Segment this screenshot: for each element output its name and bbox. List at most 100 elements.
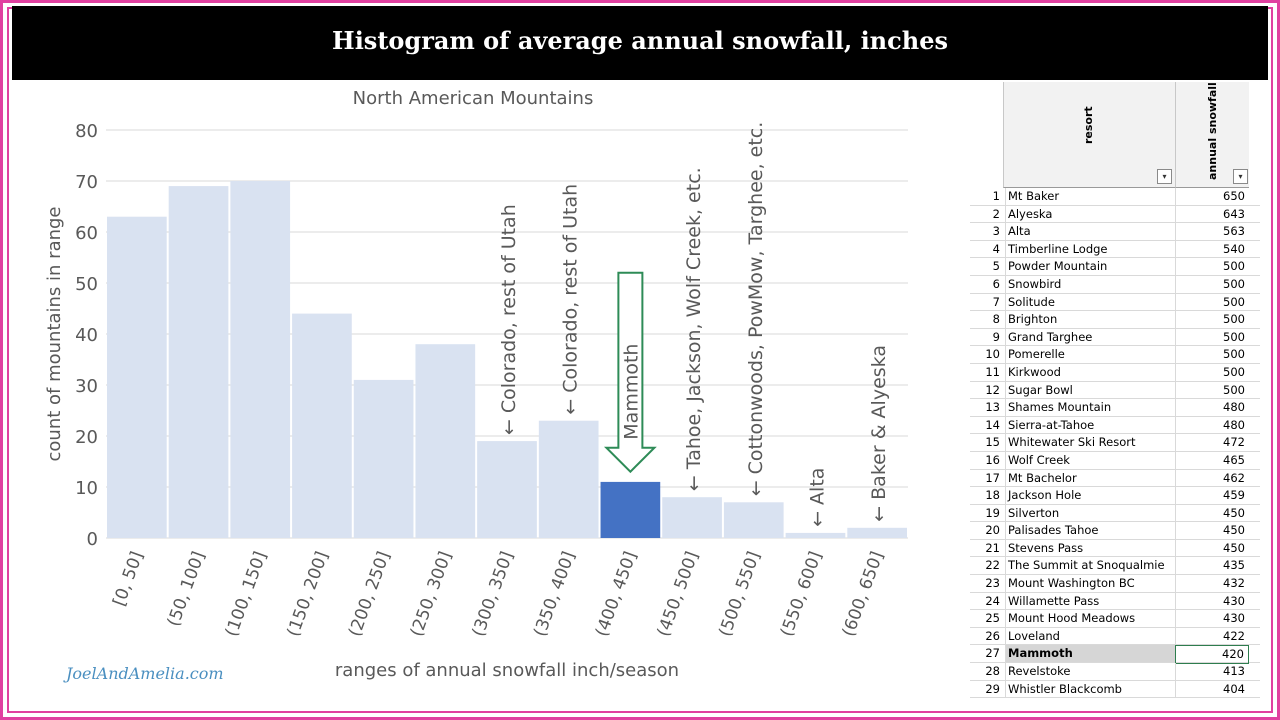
table-row[interactable]: 16 Wolf Creek 465 [970,451,1260,470]
snowfall-cell[interactable]: 650 [1175,188,1249,205]
table-row[interactable]: 2 Alyeska 643 [970,205,1260,224]
row-number: 11 [985,364,1000,379]
resort-cell[interactable]: Mt Baker [1005,188,1175,205]
snowfall-cell[interactable]: 480 [1175,399,1249,417]
table-row[interactable]: 24 Willamette Pass 430 [970,592,1260,611]
resort-cell[interactable]: Palisades Tahoe [1005,522,1175,540]
snowfall-cell[interactable]: 430 [1175,592,1249,610]
table-row[interactable]: 17 Mt Bachelor 462 [970,469,1260,488]
snowfall-cell[interactable]: 500 [1175,381,1249,399]
snowfall-cell[interactable]: 480 [1175,416,1249,434]
table-row[interactable]: 28 Revelstoke 413 [970,663,1260,681]
table-row[interactable]: 4 Timberline Lodge 540 [970,240,1260,259]
histogram-bar [847,527,907,538]
resort-cell[interactable]: Alta [1005,223,1175,241]
resort-cell[interactable]: Kirkwood [1005,363,1175,381]
table-row[interactable]: 20 Palisades Tahoe 450 [970,522,1260,540]
table-row[interactable]: 14 Sierra-at-Tahoe 480 [970,416,1260,435]
snowfall-filter-button[interactable]: ▾ [1233,169,1248,184]
table-row[interactable]: 3 Alta 563 [970,223,1260,241]
resort-cell[interactable]: Mount Washington BC [1005,575,1175,593]
snowfall-cell[interactable]: 465 [1175,451,1249,469]
resort-cell[interactable]: Shames Mountain [1005,399,1175,417]
histogram-bar [538,420,599,538]
table-row[interactable]: 1 Mt Baker 650 [970,188,1260,206]
table-row[interactable]: 26 Loveland 422 [970,627,1260,646]
table-row[interactable]: 25 Mount Hood Meadows 430 [970,610,1260,628]
table-row[interactable]: 19 Silverton 450 [970,504,1260,523]
resort-cell[interactable]: Loveland [1005,627,1175,645]
resort-cell[interactable]: Grand Targhee [1005,328,1175,346]
histogram-bar [723,502,784,538]
resort-cell[interactable]: Alyeska [1005,205,1175,223]
table-row[interactable]: 6 Snowbird 500 [970,275,1260,294]
snowfall-cell[interactable]: 450 [1175,504,1249,522]
resort-cell[interactable]: Sugar Bowl [1005,381,1175,399]
table-row[interactable]: 8 Brighton 500 [970,311,1260,329]
table-row[interactable]: 12 Sugar Bowl 500 [970,381,1260,400]
table-row[interactable]: 15 Whitewater Ski Resort 472 [970,434,1260,452]
snowfall-cell[interactable]: 462 [1175,469,1249,487]
snowfall-cell[interactable]: 563 [1175,223,1249,241]
resort-cell[interactable]: The Summit at Snoqualmie [1005,557,1175,575]
snowfall-cell[interactable]: 435 [1175,557,1249,575]
resort-cell[interactable]: Mt Bachelor [1005,469,1175,487]
title-bar: Histogram of average annual snowfall, in… [12,6,1268,80]
row-number: 1 [992,189,1000,203]
snowfall-cell[interactable]: 413 [1175,663,1249,681]
snowfall-cell[interactable]: 404 [1175,680,1249,698]
table-row[interactable]: 9 Grand Targhee 500 [970,328,1260,347]
resort-cell[interactable]: Mount Hood Meadows [1005,610,1175,628]
snowfall-cell[interactable]: 430 [1175,610,1249,628]
snowfall-cell[interactable]: 500 [1175,258,1249,276]
table-row[interactable]: 21 Stevens Pass 450 [970,539,1260,558]
resort-cell[interactable]: Pomerelle [1005,346,1175,364]
snowfall-cell[interactable]: 422 [1175,627,1249,645]
y-tick-label: 10 [75,478,98,499]
resort-filter-button[interactable]: ▾ [1157,169,1172,184]
resort-cell[interactable]: Wolf Creek [1005,451,1175,469]
table-row[interactable]: 29 Whistler Blackcomb 404 [970,680,1260,699]
resort-cell[interactable]: Powder Mountain [1005,258,1175,276]
resort-cell[interactable]: Whistler Blackcomb [1005,680,1175,698]
snowfall-cell[interactable]: 432 [1175,575,1249,593]
resort-cell[interactable]: Mammoth [1005,645,1175,663]
snowfall-cell[interactable]: 500 [1175,328,1249,346]
resort-cell[interactable]: Jackson Hole [1005,487,1175,505]
snowfall-cell[interactable]: 472 [1175,434,1249,452]
snowfall-cell[interactable]: 643 [1175,205,1249,223]
row-number: 21 [985,540,1000,555]
annotation-label: ← Alta [806,468,828,527]
table-row[interactable]: 23 Mount Washington BC 432 [970,575,1260,593]
table-row[interactable]: 27 Mammoth 420 [970,645,1260,665]
histogram-bar [230,181,291,538]
snowfall-column-header: annual snowfall ▾ [1175,82,1249,188]
snowfall-cell[interactable]: 500 [1175,293,1249,311]
snowfall-cell[interactable]: 450 [1175,522,1249,540]
resort-cell[interactable]: Silverton [1005,504,1175,522]
snowfall-cell[interactable]: 500 [1175,363,1249,381]
table-row[interactable]: 18 Jackson Hole 459 [970,487,1260,505]
table-row[interactable]: 11 Kirkwood 500 [970,363,1260,382]
resort-cell[interactable]: Solitude [1005,293,1175,311]
resort-cell[interactable]: Whitewater Ski Resort [1005,434,1175,452]
table-row[interactable]: 7 Solitude 500 [970,293,1260,312]
table-row[interactable]: 10 Pomerelle 500 [970,346,1260,364]
snowfall-cell[interactable]: 450 [1175,539,1249,557]
snowfall-cell[interactable]: 500 [1175,346,1249,364]
resort-cell[interactable]: Timberline Lodge [1005,240,1175,258]
resort-cell[interactable]: Stevens Pass [1005,539,1175,557]
snowfall-cell[interactable]: 500 [1175,311,1249,329]
snowfall-cell[interactable]: 500 [1175,275,1249,293]
table-row[interactable]: 22 The Summit at Snoqualmie 435 [970,557,1260,576]
table-row[interactable]: 13 Shames Mountain 480 [970,399,1260,417]
table-row[interactable]: 5 Powder Mountain 500 [970,258,1260,276]
resort-cell[interactable]: Brighton [1005,311,1175,329]
resort-cell[interactable]: Snowbird [1005,275,1175,293]
resort-cell[interactable]: Sierra-at-Tahoe [1005,416,1175,434]
snowfall-cell[interactable]: 420 [1175,645,1249,665]
resort-cell[interactable]: Willamette Pass [1005,592,1175,610]
snowfall-cell[interactable]: 459 [1175,487,1249,505]
snowfall-cell[interactable]: 540 [1175,240,1249,258]
resort-cell[interactable]: Revelstoke [1005,663,1175,681]
